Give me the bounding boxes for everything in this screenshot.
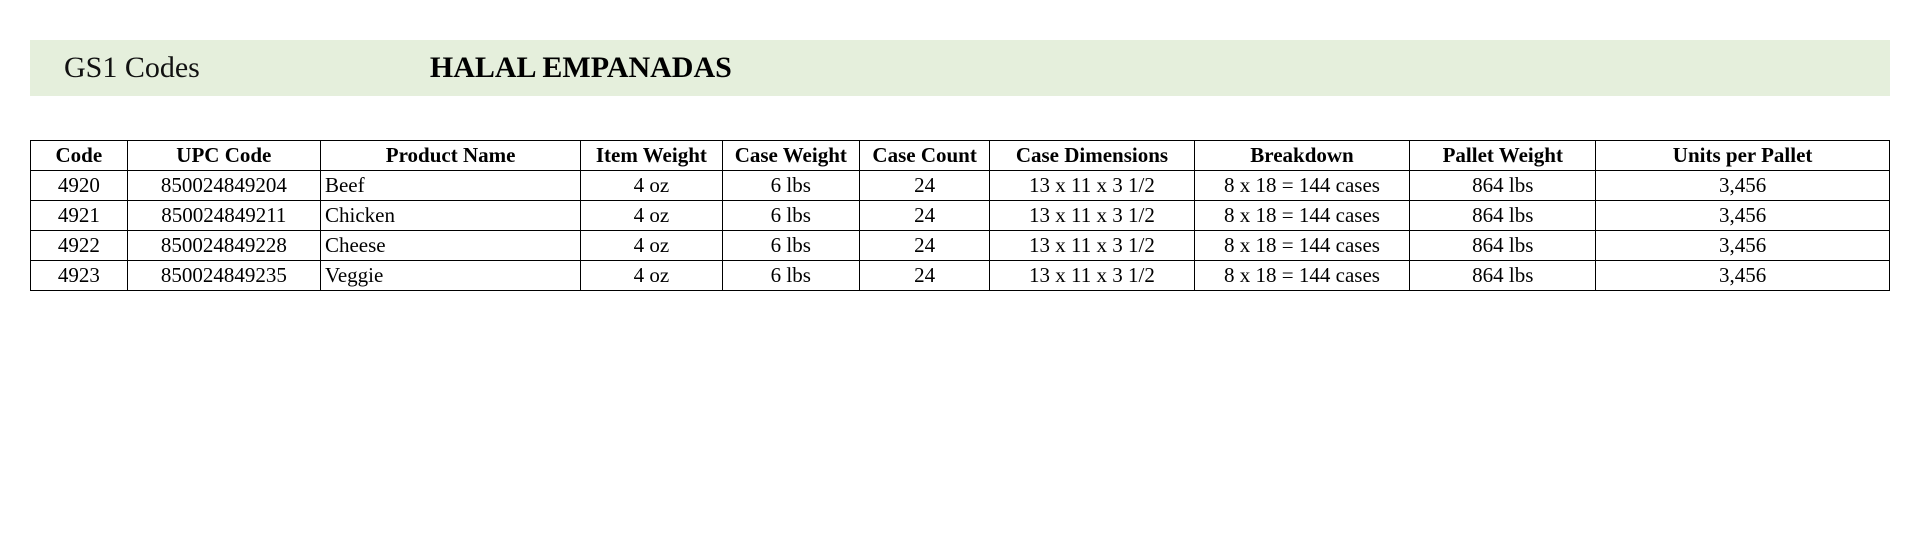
table-header-row: Code UPC Code Product Name Item Weight C… bbox=[31, 141, 1890, 171]
table-cell: Veggie bbox=[320, 261, 580, 291]
table-cell: 24 bbox=[860, 171, 990, 201]
table-cell: 4 oz bbox=[581, 171, 722, 201]
col-header-product-name: Product Name bbox=[320, 141, 580, 171]
table-cell: 6 lbs bbox=[722, 231, 860, 261]
table-cell: 3,456 bbox=[1596, 261, 1890, 291]
table-cell: 24 bbox=[860, 201, 990, 231]
table-container: Code UPC Code Product Name Item Weight C… bbox=[30, 140, 1890, 291]
table-cell: 8 x 18 = 144 cases bbox=[1194, 171, 1410, 201]
table-cell: 4921 bbox=[31, 201, 128, 231]
col-header-item-weight: Item Weight bbox=[581, 141, 722, 171]
table-body: 4920850024849204Beef4 oz6 lbs2413 x 11 x… bbox=[31, 171, 1890, 291]
header-bar: GS1 Codes HALAL EMPANADAS bbox=[30, 40, 1890, 96]
table-cell: 4920 bbox=[31, 171, 128, 201]
col-header-breakdown: Breakdown bbox=[1194, 141, 1410, 171]
header-left-title: GS1 Codes bbox=[30, 51, 200, 85]
table-cell: 6 lbs bbox=[722, 201, 860, 231]
table-cell: 6 lbs bbox=[722, 171, 860, 201]
col-header-pallet-weight: Pallet Weight bbox=[1410, 141, 1596, 171]
table-cell: Beef bbox=[320, 171, 580, 201]
table-cell: 3,456 bbox=[1596, 201, 1890, 231]
table-cell: 13 x 11 x 3 1/2 bbox=[990, 201, 1194, 231]
table-cell: 4 oz bbox=[581, 231, 722, 261]
table-cell: 4 oz bbox=[581, 261, 722, 291]
table-row: 4920850024849204Beef4 oz6 lbs2413 x 11 x… bbox=[31, 171, 1890, 201]
table-cell: 864 lbs bbox=[1410, 171, 1596, 201]
table-cell: 864 lbs bbox=[1410, 231, 1596, 261]
table-cell: 850024849235 bbox=[127, 261, 320, 291]
table-row: 4923850024849235Veggie4 oz6 lbs2413 x 11… bbox=[31, 261, 1890, 291]
col-header-units-per-pallet: Units per Pallet bbox=[1596, 141, 1890, 171]
col-header-case-weight: Case Weight bbox=[722, 141, 860, 171]
table-cell: 3,456 bbox=[1596, 171, 1890, 201]
table-row: 4922850024849228Cheese4 oz6 lbs2413 x 11… bbox=[31, 231, 1890, 261]
table-cell: 864 lbs bbox=[1410, 261, 1596, 291]
table-cell: 24 bbox=[860, 231, 990, 261]
table-cell: 8 x 18 = 144 cases bbox=[1194, 261, 1410, 291]
table-row: 4921850024849211Chicken4 oz6 lbs2413 x 1… bbox=[31, 201, 1890, 231]
table-cell: 8 x 18 = 144 cases bbox=[1194, 231, 1410, 261]
gs1-codes-table: Code UPC Code Product Name Item Weight C… bbox=[30, 140, 1890, 291]
table-cell: 24 bbox=[860, 261, 990, 291]
table-cell: 3,456 bbox=[1596, 231, 1890, 261]
table-head: Code UPC Code Product Name Item Weight C… bbox=[31, 141, 1890, 171]
table-cell: 850024849204 bbox=[127, 171, 320, 201]
table-cell: 8 x 18 = 144 cases bbox=[1194, 201, 1410, 231]
table-cell: 850024849211 bbox=[127, 201, 320, 231]
table-cell: 13 x 11 x 3 1/2 bbox=[990, 231, 1194, 261]
table-cell: 6 lbs bbox=[722, 261, 860, 291]
table-cell: 864 lbs bbox=[1410, 201, 1596, 231]
table-cell: 13 x 11 x 3 1/2 bbox=[990, 261, 1194, 291]
table-cell: 13 x 11 x 3 1/2 bbox=[990, 171, 1194, 201]
col-header-code: Code bbox=[31, 141, 128, 171]
table-cell: 4923 bbox=[31, 261, 128, 291]
table-cell: Cheese bbox=[320, 231, 580, 261]
col-header-case-count: Case Count bbox=[860, 141, 990, 171]
table-cell: 4 oz bbox=[581, 201, 722, 231]
page: GS1 Codes HALAL EMPANADAS Code UPC Code … bbox=[0, 40, 1920, 491]
table-cell: Chicken bbox=[320, 201, 580, 231]
col-header-upc: UPC Code bbox=[127, 141, 320, 171]
table-cell: 4922 bbox=[31, 231, 128, 261]
col-header-case-dimensions: Case Dimensions bbox=[990, 141, 1194, 171]
table-cell: 850024849228 bbox=[127, 231, 320, 261]
header-center-title: HALAL EMPANADAS bbox=[200, 51, 732, 85]
